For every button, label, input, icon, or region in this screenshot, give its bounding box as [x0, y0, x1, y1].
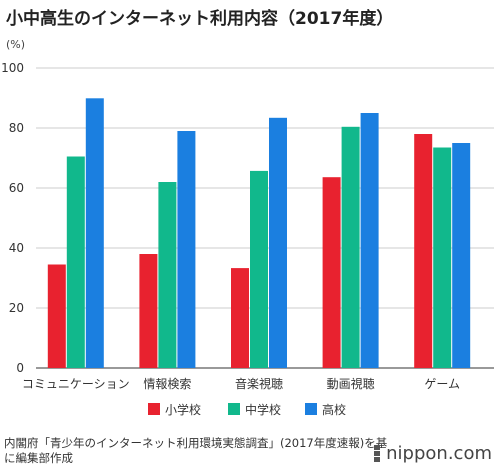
- legend-label: 小学校: [165, 402, 201, 417]
- bar: [177, 131, 196, 368]
- bar: [85, 98, 104, 369]
- bar: [322, 177, 341, 368]
- bar: [269, 117, 287, 368]
- legend-swatch: [305, 403, 317, 415]
- x-category-label: 動画視聴: [327, 376, 375, 391]
- bar: [452, 143, 471, 368]
- bar: [414, 134, 433, 368]
- x-category-label: コミュニケーション: [22, 377, 130, 391]
- legend-swatch: [148, 403, 160, 415]
- bar-chart: (%) 0 20 40 60 80 100 コミュニケーション 情報検索 音楽視聴 動画視聴 ゲーム小…: [1, 38, 494, 417]
- legend-swatch: [228, 403, 240, 415]
- bar: [66, 156, 85, 368]
- x-category-label: 情報検索: [143, 377, 191, 391]
- legend-label: 中学校: [245, 402, 281, 417]
- brand-name: nippon.com: [386, 443, 492, 464]
- bar: [360, 113, 379, 368]
- bar: [250, 170, 268, 368]
- y-tick-label: 20: [9, 301, 24, 315]
- y-unit-label: (%): [6, 38, 25, 51]
- legend-label: 高校: [322, 402, 346, 417]
- y-tick-label: 0: [16, 361, 24, 375]
- chart-title: 小中高生のインターネット利用内容（2017年度）: [6, 9, 394, 29]
- y-tick-label: 80: [9, 121, 24, 135]
- x-category-label: ゲーム: [424, 377, 460, 391]
- brand-mark-icon: [374, 444, 381, 463]
- bar: [433, 147, 452, 368]
- bar: [47, 264, 66, 368]
- bar: [139, 254, 158, 368]
- bar: [341, 126, 360, 368]
- bar: [158, 182, 177, 368]
- y-tick-label: 40: [9, 241, 24, 255]
- x-category-label: 音楽視聴: [235, 376, 283, 391]
- y-tick-label: 100: [1, 61, 24, 75]
- brand-logo: nippon.com: [374, 443, 492, 464]
- source-note: 内閣府「青少年のインターネット利用環境実態調査」(2017年度速報)を基に編集部…: [4, 436, 388, 465]
- y-tick-label: 60: [9, 181, 24, 195]
- bar: [231, 268, 249, 368]
